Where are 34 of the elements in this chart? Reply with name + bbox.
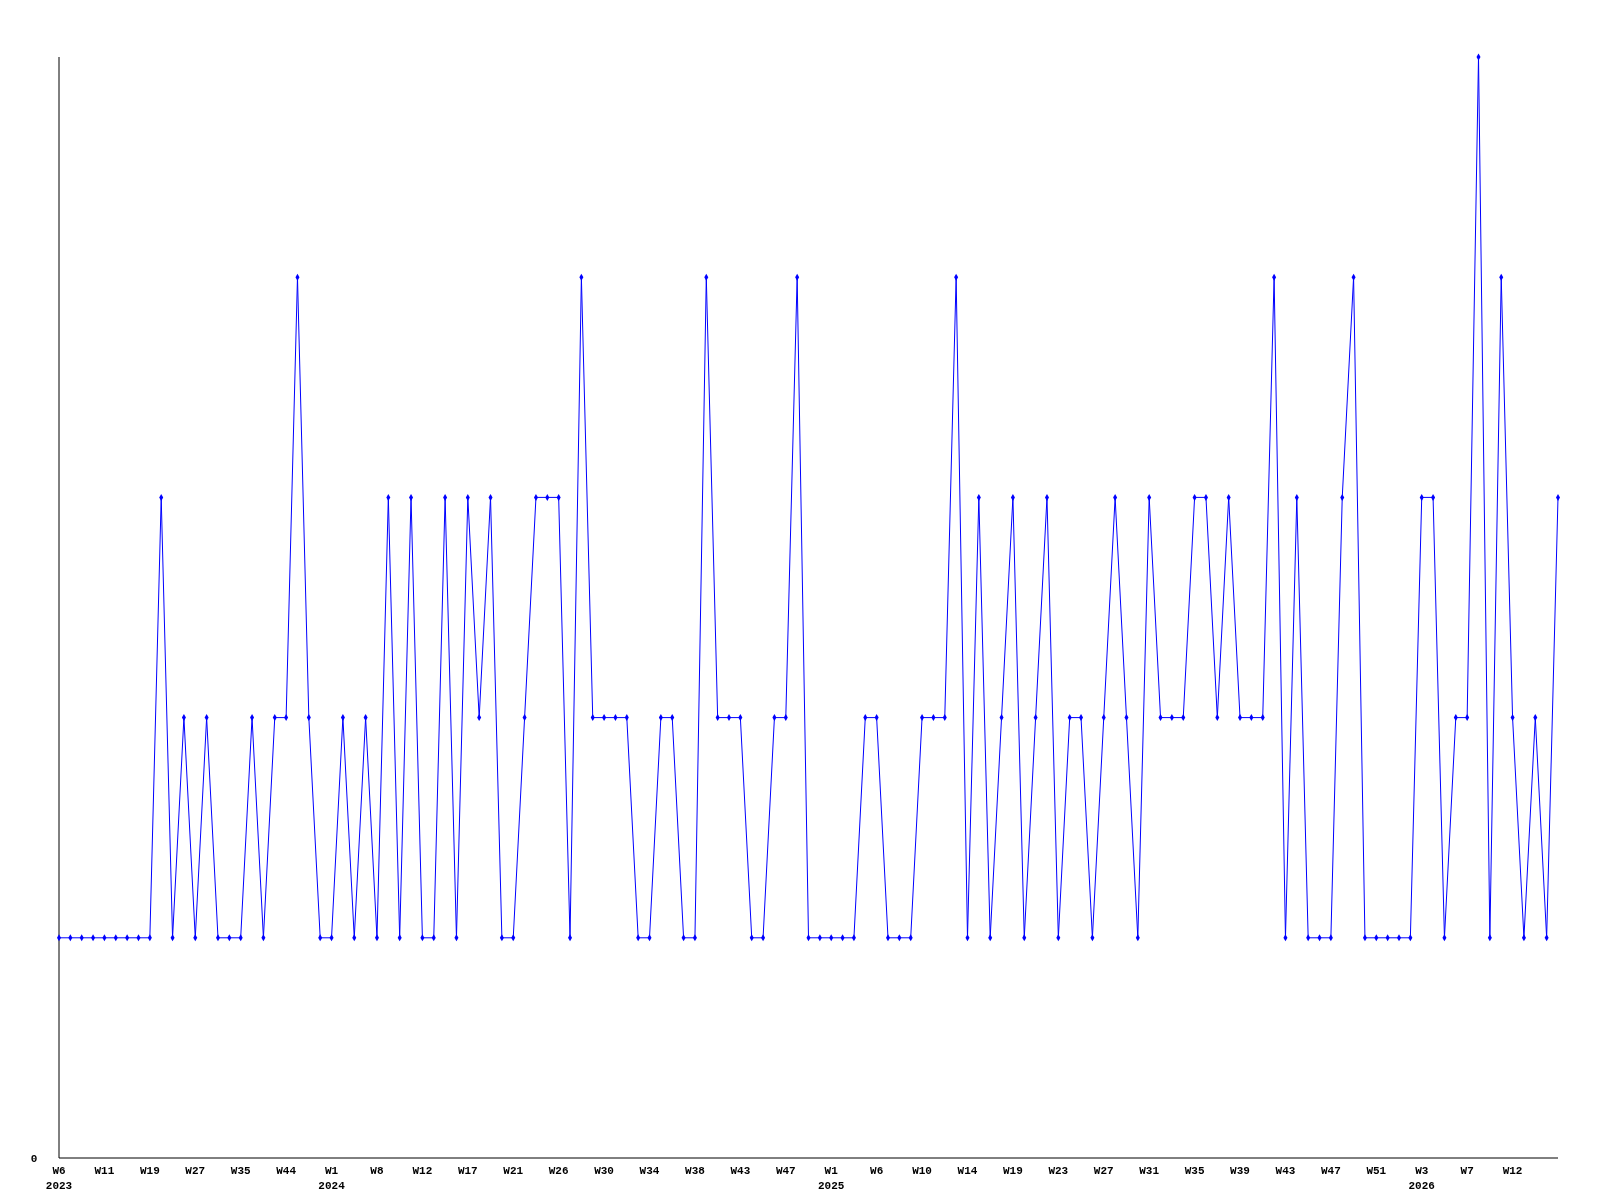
x-tick-label: W17 bbox=[457, 1165, 478, 1177]
x-tick-label: W12 bbox=[412, 1165, 433, 1177]
x-tick-label: W1 2025 bbox=[818, 1165, 845, 1192]
x-tick-label: W51 bbox=[1366, 1165, 1387, 1177]
x-tick-label: W8 bbox=[370, 1165, 384, 1177]
x-tick-label: W35 bbox=[230, 1165, 251, 1177]
x-tick-label: W31 bbox=[1139, 1165, 1160, 1177]
x-tick-label: W26 bbox=[548, 1165, 569, 1177]
x-tick-label: W43 bbox=[1275, 1165, 1296, 1177]
x-tick-label: W27 bbox=[185, 1165, 206, 1177]
x-tick-label: W11 bbox=[94, 1165, 115, 1177]
text: 0 bbox=[30, 1153, 38, 1165]
x-tick-label: W47 bbox=[775, 1165, 796, 1177]
x-tick-label: W38 bbox=[685, 1165, 706, 1177]
x-tick-label: W30 bbox=[594, 1165, 614, 1177]
x-tick-label: W44 bbox=[276, 1165, 297, 1177]
x-tick-label: W39 bbox=[1230, 1165, 1250, 1177]
x-tick-label: W23 bbox=[1048, 1165, 1069, 1177]
x-tick-label: W43 bbox=[730, 1165, 751, 1177]
x-tick-label: W10 bbox=[912, 1165, 932, 1177]
x-tick-label: W14 bbox=[957, 1165, 978, 1177]
x-tick-label: W7 bbox=[1460, 1165, 1474, 1177]
x-tick-label: W6 bbox=[870, 1165, 884, 1177]
x-tick-label: W12 bbox=[1502, 1165, 1523, 1177]
x-tick-label: W21 bbox=[503, 1165, 524, 1177]
x-tick-label: W6 2023 bbox=[45, 1165, 73, 1192]
x-tick-label: W19 bbox=[1003, 1165, 1023, 1177]
x-tick-label: W19 bbox=[139, 1165, 160, 1177]
x-tick-label: W3 2026 bbox=[1408, 1165, 1435, 1192]
x-tick-label: W1 2024 bbox=[318, 1165, 346, 1192]
x-tick-label: W27 bbox=[1093, 1165, 1114, 1177]
x-tick-label: W35 bbox=[1184, 1165, 1205, 1177]
x-tick-label: W47 bbox=[1320, 1165, 1341, 1177]
x-tick-label: W34 bbox=[639, 1165, 660, 1177]
